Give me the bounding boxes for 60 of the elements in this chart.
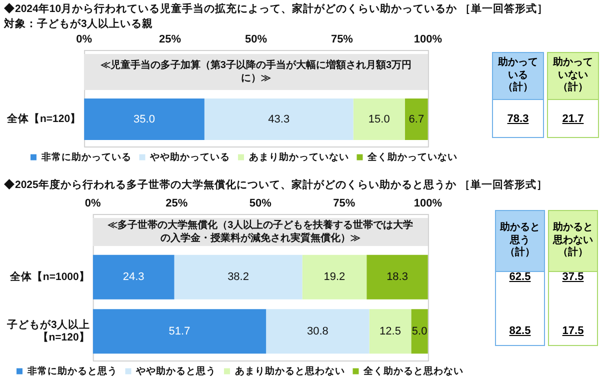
- data-label: 5.0: [412, 325, 428, 338]
- y-tick-label: 全体【n=1000】: [8, 270, 90, 284]
- text: 78.3: [506, 113, 530, 126]
- chart-subtitle: 対象：子どもが3人以上いる親: [4, 17, 153, 31]
- bar: [366, 254, 428, 300]
- legend-label: 非常に助かると思う: [26, 364, 118, 377]
- x-tick-label: 25%: [166, 197, 188, 210]
- x-tick-label: 50%: [249, 197, 272, 210]
- text: 助かると思わない（計）: [548, 210, 598, 272]
- x-tick-label: 25%: [159, 33, 182, 46]
- caption-panel: ≪多子世帯の大学無償化（3人以上の子どもを扶養する世帯では大学の入学金・授業料が減免され実質無償化）≫: [92, 218, 428, 246]
- x-tick-label: 75%: [330, 33, 354, 46]
- data-label: 43.3: [268, 113, 290, 126]
- legend-label: あまり助かると思わない: [234, 364, 345, 377]
- chart-title: ◆2024年10月から行われている児童手当の拡充によって、家計がどのくらい助かっているか ［単一回答形式］: [4, 2, 548, 16]
- bar: [92, 254, 174, 300]
- bar: [174, 254, 302, 300]
- x-tick-label: 50%: [244, 33, 268, 46]
- text: 助かると思う（計）: [495, 210, 545, 272]
- x-tick-label: 0%: [76, 33, 92, 46]
- bar: [353, 98, 405, 140]
- text: 17.5: [561, 325, 585, 338]
- bar: [369, 309, 412, 354]
- legend-label: やや助かると思う: [135, 364, 216, 377]
- bar: [84, 98, 204, 140]
- bar: [404, 98, 428, 140]
- bar: [92, 309, 266, 354]
- data-label: 19.2: [324, 271, 346, 284]
- x-tick-label: 100%: [414, 33, 442, 46]
- data-label: 24.3: [122, 271, 144, 284]
- text: 助かっていない（計）: [547, 52, 599, 100]
- bar: [204, 98, 354, 140]
- x-tick-label: 75%: [333, 197, 356, 210]
- data-label: 30.8: [306, 325, 328, 338]
- data-label: 51.7: [168, 325, 190, 338]
- text: 82.5: [508, 325, 532, 338]
- legend-label: やや助かっている: [149, 150, 230, 163]
- bar: [302, 254, 367, 300]
- text: 37.5: [561, 271, 585, 284]
- y-tick-label: 子どもが3人以上【n=120】: [6, 318, 90, 344]
- text: 助かっている（計）: [492, 52, 544, 100]
- text: 21.7: [561, 113, 585, 126]
- legend-label: あまり助かっていない: [248, 150, 349, 163]
- data-label: 35.0: [134, 113, 155, 126]
- y-tick-label: 全体【n=120】: [6, 112, 82, 126]
- chart-title: ◆2025年度から行われる多子世帯の大学無償化について、家計がどのくらい助かると思うか ［単一回答形式］: [4, 178, 548, 192]
- legend-label: 非常に助かっている: [40, 150, 132, 163]
- bar: [411, 309, 428, 354]
- legend-label: 全く助かると思わない: [362, 364, 464, 377]
- x-tick-label: 0%: [84, 197, 102, 210]
- legend-label: 全く助かっていない: [366, 150, 458, 163]
- data-label: 18.3: [386, 271, 408, 284]
- data-label: 6.7: [408, 113, 424, 126]
- x-tick-label: 100%: [414, 197, 442, 210]
- data-label: 38.2: [228, 271, 249, 284]
- data-label: 15.0: [368, 113, 390, 126]
- text: 62.5: [508, 271, 532, 284]
- data-label: 12.5: [380, 325, 401, 338]
- caption-panel: ≪児童手当の多子加算（第3子以降の手当が大幅に増額され月額3万円に）≫: [84, 54, 428, 90]
- bar: [266, 309, 370, 354]
